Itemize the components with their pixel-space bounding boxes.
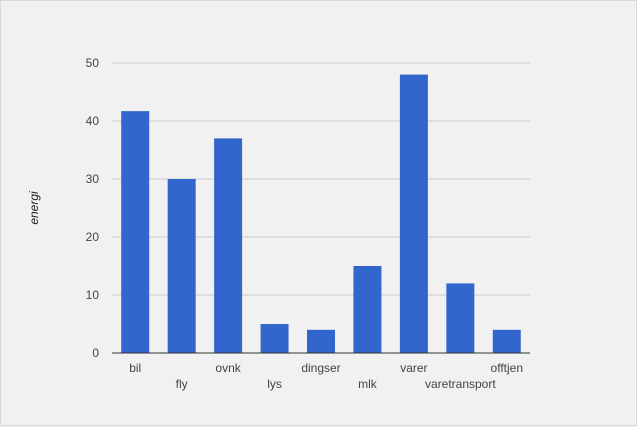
x-tick-label: fly: [176, 377, 188, 391]
bar-bil: [121, 111, 150, 353]
x-axis-ticks: bil fly ovnk lys dingser mlk varer varetranspor…: [129, 361, 523, 391]
x-tick-label: varer: [400, 361, 427, 375]
bar-dingser: [307, 329, 335, 353]
bar-ovnk: [214, 138, 243, 353]
x-tick-label: ovnk: [215, 361, 241, 375]
y-tick-label: 0: [92, 346, 99, 360]
x-tick-label: lys: [267, 377, 282, 391]
bars: [121, 74, 521, 353]
bar-fly: [167, 179, 196, 353]
x-tick-label: varetransport: [425, 377, 496, 391]
x-tick-label: bil: [129, 361, 141, 375]
bar-lys: [260, 324, 289, 353]
bar-varer: [399, 74, 428, 353]
bar-varetransport: [446, 283, 475, 353]
y-tick-label: 30: [86, 172, 100, 186]
x-tick-label: mlk: [358, 377, 378, 391]
bar-mlk: [353, 266, 382, 353]
x-tick-label: dingser: [301, 361, 340, 375]
y-tick-label: 40: [86, 114, 100, 128]
y-axis-title: energi: [27, 191, 41, 225]
y-axis-ticks: 0 10 20 30 40 50: [86, 56, 100, 360]
y-tick-label: 20: [86, 230, 100, 244]
bar-offtjen: [492, 329, 521, 353]
y-tick-label: 10: [86, 288, 100, 302]
y-tick-label: 50: [86, 56, 100, 70]
x-tick-label: offtjen: [491, 361, 523, 375]
